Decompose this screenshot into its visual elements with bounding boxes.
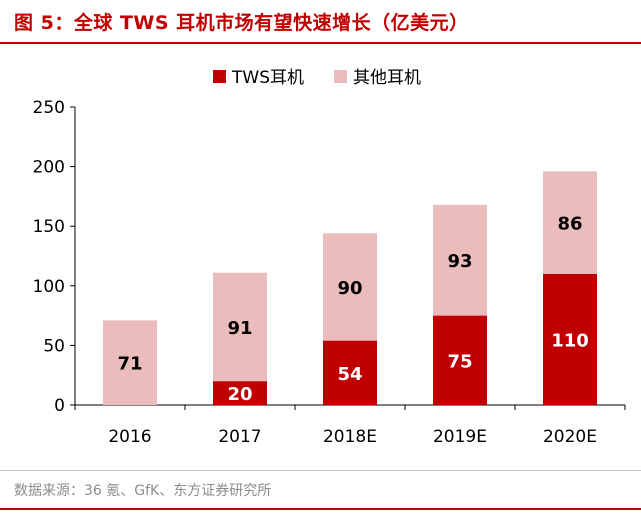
bar-other [103, 320, 157, 405]
data-label: 90 [337, 278, 362, 299]
data-label: 86 [557, 214, 582, 235]
data-label: 91 [227, 318, 252, 339]
y-axis: 0 50 100 150 200 250 [33, 98, 76, 416]
data-label: 54 [337, 364, 362, 385]
bar-tws [433, 315, 487, 405]
x-tick-label: 2018E [323, 427, 377, 447]
legend: TWS耳机 其他耳机 [213, 68, 421, 88]
bar-tws [213, 381, 267, 405]
data-label: 71 [117, 354, 142, 375]
y-tick-label: 0 [54, 396, 65, 416]
y-tick-label: 100 [33, 277, 65, 297]
legend-label-tws: TWS耳机 [231, 68, 304, 88]
x-tick-label: 2016 [108, 427, 151, 447]
chart-title: 图 5：全球 TWS 耳机市场有望快速增长（亿美元） [14, 12, 469, 34]
y-tick-label: 150 [33, 217, 65, 237]
bar-other [433, 204, 487, 316]
data-labels: 71 20 91 54 90 75 93 110 86 [117, 214, 588, 405]
legend-label-other: 其他耳机 [353, 68, 421, 88]
y-tick-label: 250 [33, 98, 65, 118]
source-divider [0, 470, 641, 471]
bar-other [543, 171, 597, 274]
legend-swatch-other [334, 70, 347, 83]
x-axis: 2016 2017 2018E 2019E 2020E [74, 404, 626, 447]
x-tick-label: 2019E [433, 427, 487, 447]
data-label: 20 [227, 384, 252, 405]
bar-other [323, 233, 377, 341]
title-divider [0, 42, 641, 44]
legend-swatch-tws [213, 70, 226, 83]
bar-tws [543, 273, 597, 405]
x-tick-label: 2017 [218, 427, 261, 447]
y-tick-label: 200 [33, 158, 65, 178]
y-tick-label: 50 [43, 336, 65, 356]
data-label: 75 [447, 351, 472, 372]
data-label: 93 [447, 251, 472, 272]
bars [103, 171, 597, 405]
bar-tws [323, 340, 377, 405]
source-note: 数据来源：36 氪、GfK、东方证券研究所 [14, 483, 272, 499]
data-label: 110 [551, 330, 589, 351]
x-tick-label: 2020E [543, 427, 597, 447]
bar-other [213, 272, 267, 382]
bottom-divider [0, 508, 641, 510]
